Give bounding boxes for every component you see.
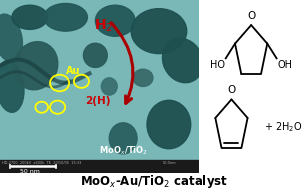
Text: 50 nm: 50 nm: [20, 169, 40, 174]
Text: MoO$_x$-Au/TiO$_2$ catalyst: MoO$_x$-Au/TiO$_2$ catalyst: [80, 173, 228, 189]
Ellipse shape: [131, 9, 187, 54]
Text: HO: HO: [210, 60, 225, 70]
Ellipse shape: [147, 100, 191, 149]
Ellipse shape: [162, 38, 203, 83]
Text: HD-2700  200kV  x600k  TE  20/10/05  15:33: HD-2700 200kV x600k TE 20/10/05 15:33: [2, 161, 81, 165]
Text: + 2H$_2$O: + 2H$_2$O: [264, 120, 303, 134]
Ellipse shape: [14, 42, 58, 90]
Ellipse shape: [0, 61, 24, 112]
Ellipse shape: [109, 123, 137, 154]
Text: 2(H): 2(H): [85, 96, 111, 106]
Ellipse shape: [101, 78, 117, 95]
Text: O: O: [247, 11, 255, 21]
Ellipse shape: [44, 3, 87, 31]
Text: OH: OH: [278, 60, 292, 70]
Bar: [0, 160, 199, 173]
Ellipse shape: [0, 14, 22, 62]
Text: O: O: [227, 85, 236, 95]
Text: H$_2$: H$_2$: [94, 17, 113, 34]
Text: MoO$_x$/TiO$_2$: MoO$_x$/TiO$_2$: [99, 144, 148, 157]
Ellipse shape: [95, 5, 135, 36]
Ellipse shape: [133, 69, 153, 86]
Text: 50.0nm: 50.0nm: [163, 161, 176, 165]
Ellipse shape: [12, 5, 48, 29]
Text: Au: Au: [66, 66, 80, 76]
Ellipse shape: [83, 43, 107, 67]
